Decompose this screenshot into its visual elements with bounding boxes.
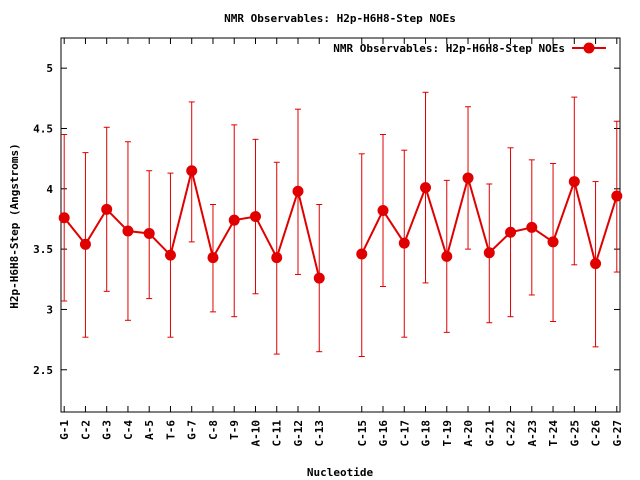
x-tick-label: G-18 (420, 420, 433, 447)
data-point (79, 238, 91, 250)
x-tick-label: C-2 (79, 420, 92, 440)
data-point (143, 227, 155, 239)
y-axis-label: H2p-H6H8-Step (Angstroms) (8, 143, 21, 309)
data-point (505, 226, 517, 238)
data-point (101, 203, 113, 215)
x-tick-label: C-15 (356, 420, 369, 447)
x-tick-label: T-6 (164, 420, 177, 440)
data-point (356, 248, 368, 260)
data-point (228, 214, 240, 226)
data-point (271, 252, 283, 264)
x-tick-label: G-1 (58, 420, 71, 440)
x-tick-label: A-10 (249, 420, 262, 447)
x-tick-label: G-3 (101, 420, 114, 440)
data-point (420, 182, 432, 194)
data-point (568, 176, 580, 188)
data-point (58, 212, 70, 224)
x-axis-ticks: G-1 C-2 G-3 C-4 A-5 T-6 G-7 C-8 T-9 A-10 C-11 G-12 C… (58, 38, 624, 447)
legend-label: NMR Observables: H2p-H6H8-Step NOEs (333, 42, 565, 55)
x-tick-label: C-4 (122, 420, 135, 440)
x-tick-label: T-9 (228, 420, 241, 440)
data-point (164, 249, 176, 261)
legend-marker (583, 42, 595, 54)
legend: NMR Observables: H2p-H6H8-Step NOEs (333, 42, 606, 55)
x-tick-label: G-21 (483, 420, 496, 447)
x-tick-label: C-8 (207, 420, 220, 440)
data-point (441, 250, 453, 262)
x-tick-label: G-27 (611, 420, 624, 447)
x-tick-label: A-23 (526, 420, 539, 447)
y-tick-label: 3 (46, 303, 53, 316)
data-point (462, 172, 474, 184)
x-tick-label: C-13 (313, 420, 326, 447)
data-point (313, 272, 325, 284)
chart-title: NMR Observables: H2p-H6H8-Step NOEs (224, 12, 456, 25)
x-tick-label: C-11 (271, 420, 284, 447)
plot-border (60, 37, 621, 413)
data-point (122, 225, 134, 237)
plot-frame (60, 37, 621, 413)
x-tick-label: G-16 (377, 420, 390, 447)
y-tick-label: 2.5 (33, 364, 53, 377)
data-point (249, 211, 261, 223)
x-tick-label: A-20 (462, 420, 475, 447)
x-tick-label: G-12 (292, 420, 305, 447)
y-tick-label: 3.5 (33, 243, 53, 256)
y-tick-label: 4.5 (33, 122, 53, 135)
x-axis-label: Nucleotide (307, 466, 374, 479)
x-tick-label: G-25 (568, 420, 581, 447)
data-point (186, 165, 198, 177)
data-point (611, 190, 623, 202)
x-tick-label: T-24 (547, 420, 560, 447)
data-point (483, 247, 495, 259)
x-tick-label: A-5 (143, 420, 156, 440)
x-tick-label: G-7 (186, 420, 199, 440)
x-tick-label: C-26 (590, 420, 603, 447)
data-point (526, 221, 538, 233)
x-tick-label: T-19 (441, 420, 454, 447)
x-tick-label: C-17 (398, 420, 411, 447)
data-point (292, 185, 304, 197)
data-point (590, 258, 602, 270)
data-point (547, 236, 559, 248)
data-series (58, 91, 623, 358)
x-tick-label: C-22 (505, 420, 518, 447)
y-tick-label: 5 (46, 62, 53, 75)
data-point (398, 237, 410, 249)
data-point (377, 205, 389, 217)
y-tick-label: 4 (46, 183, 53, 196)
data-point (207, 252, 219, 264)
